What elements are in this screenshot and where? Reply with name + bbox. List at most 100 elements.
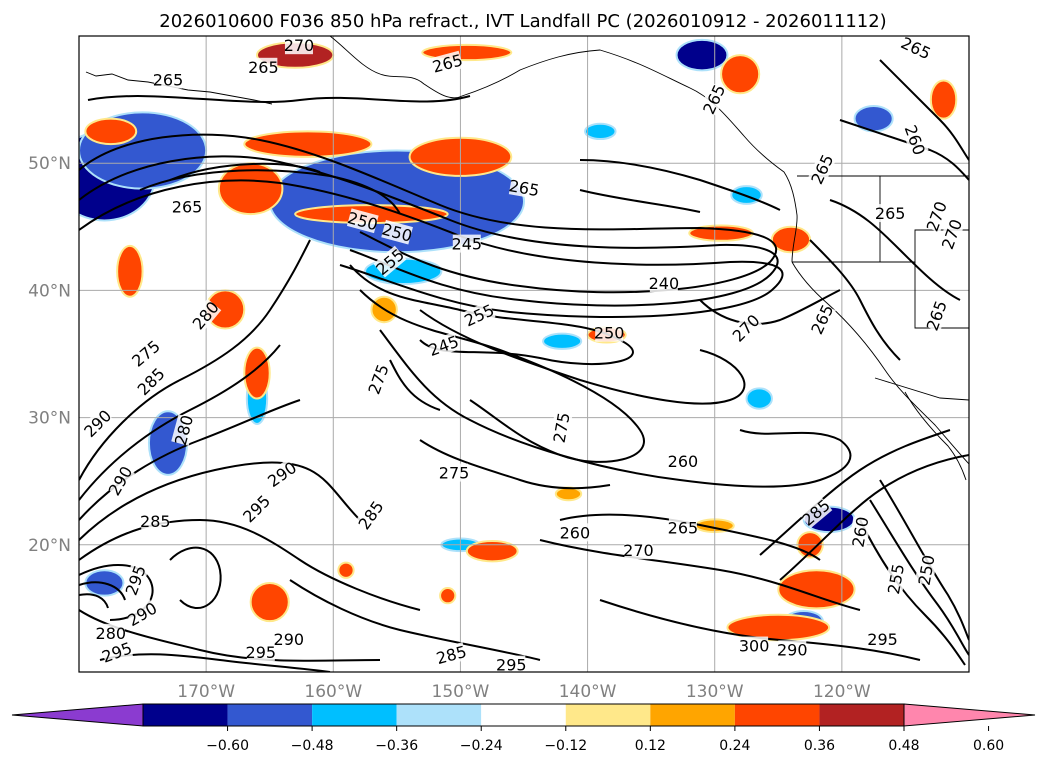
- contour-label-gap: [435, 642, 468, 667]
- colorbar-extend-high: [903, 703, 1036, 727]
- contour-label-gap: [624, 541, 653, 560]
- contour-label-text: 265: [172, 198, 203, 217]
- y-tick-label: 50°N: [28, 154, 71, 174]
- border-mexico: [874, 377, 969, 401]
- contour-line: [879, 59, 969, 161]
- ivt-anomaly-patch: [554, 486, 583, 502]
- contour-line: [289, 579, 541, 661]
- contour-label-gap: [452, 234, 481, 253]
- contour-label-gap: [355, 498, 387, 532]
- colorbar: −0.60 −0.48 −0.36 −0.24 −0.12 0.12 0.24 0.36 0.4…: [11, 703, 1036, 754]
- ivt-anomaly-patch: [84, 117, 138, 146]
- contour-label-gap: [364, 362, 392, 396]
- contour-label-gap: [899, 36, 933, 62]
- contour-line: [539, 539, 861, 611]
- contour-label-text: 290: [274, 630, 305, 649]
- colorbar-segment: [734, 704, 820, 726]
- contour-label-gap: [100, 638, 134, 666]
- x-tick-label: 130°W: [686, 682, 744, 702]
- contour-label-gap: [440, 463, 469, 482]
- contour-line: [79, 461, 361, 541]
- contour-line: [869, 499, 969, 656]
- contour-label: 285: [140, 511, 171, 531]
- contour-label: 265: [153, 70, 183, 90]
- contour-label-gap: [649, 274, 678, 293]
- colorbar-segment: [481, 704, 566, 726]
- y-tick-label: 20°N: [28, 536, 71, 556]
- border-states-2: [792, 261, 969, 329]
- contour-label-text: 270: [284, 36, 315, 55]
- colorbar-tick-label: 0.36: [804, 738, 835, 754]
- contour-label-gap: [265, 458, 299, 490]
- contour-label: 260: [560, 523, 590, 542]
- colorbar-tick-label: 0.60: [973, 738, 1004, 754]
- graticule: [79, 36, 969, 672]
- x-tick-label: 170°W: [177, 682, 235, 702]
- x-tick-label: 120°W: [813, 682, 871, 702]
- contour-label-gap: [373, 245, 407, 278]
- contour-line: [79, 155, 779, 307]
- contour-label-gap: [560, 523, 589, 542]
- contour-line: [809, 239, 901, 361]
- contour-label: 265: [923, 298, 951, 333]
- contour-label-gap: [876, 204, 905, 223]
- contour-line: [839, 119, 969, 181]
- colorbar-segment: [227, 704, 313, 726]
- colorbar-tick-label: 0.24: [719, 738, 750, 754]
- contour-line: [79, 133, 777, 294]
- colorbar-tick-label: −0.24: [460, 738, 503, 754]
- colorbar-extend-low: [11, 703, 144, 727]
- contour-label-text: 270: [623, 541, 654, 560]
- x-tick-label: 160°W: [304, 682, 362, 702]
- contour-label-gap: [923, 200, 950, 233]
- ivt-anomaly-patch: [116, 244, 144, 298]
- ivt-anomaly-patch: [584, 122, 617, 141]
- contour-line: [169, 162, 321, 181]
- contour-label-text: 295: [246, 643, 277, 662]
- contour-label-gap: [699, 82, 728, 116]
- contour-label-gap: [129, 337, 163, 370]
- colorbar-tick-label: −0.48: [291, 738, 334, 754]
- contour-label-text: 290: [777, 640, 808, 659]
- contour-label-text: 280: [96, 624, 127, 643]
- contour-label: 265: [875, 204, 906, 223]
- colorbar-segment: [312, 704, 397, 726]
- colorbar-segment: [819, 704, 904, 726]
- y-tick-label: 30°N: [28, 409, 71, 429]
- contour-label-gap: [799, 496, 833, 529]
- contour-label: 290: [274, 630, 305, 649]
- contour-label-text: 245: [452, 235, 483, 254]
- contour-label-gap: [497, 655, 526, 672]
- x-axis-ticks: 170°W 160°W 150°W 140°W 130°W 120°W: [177, 682, 871, 702]
- contour-label-gap: [246, 642, 275, 661]
- contour-label: 275: [439, 463, 470, 483]
- contour-label-gap: [134, 365, 168, 398]
- contour-line: [579, 159, 781, 213]
- refractivity-contours: [79, 59, 969, 672]
- contour-label: 250: [594, 323, 624, 343]
- ivt-anomaly-patch: [542, 332, 583, 350]
- ivt-anomaly-patch: [243, 346, 271, 400]
- contour-label-text: 295: [867, 630, 898, 649]
- contour-label-gap: [105, 464, 135, 498]
- contour-label: 290: [777, 640, 808, 659]
- contour-label-gap: [807, 152, 836, 186]
- coastline-alaska: [329, 36, 798, 263]
- contour-label-text: 275: [439, 464, 470, 483]
- ivt-anomaly-patch: [439, 587, 457, 605]
- ivt-anomaly-patch: [249, 581, 290, 623]
- contour-line: [829, 199, 961, 301]
- ivt-anomaly-patch: [720, 54, 761, 95]
- contour-line: [79, 518, 421, 611]
- x-tick-label: 140°W: [559, 682, 617, 702]
- ivt-anomaly-patch: [777, 569, 856, 610]
- contour-label-gap: [154, 70, 182, 89]
- contour-label-gap: [171, 414, 196, 446]
- contour-line: [699, 289, 841, 325]
- contour-label: 265: [668, 518, 698, 537]
- contour-label: 300: [739, 636, 769, 656]
- contour-label-text: 265: [875, 204, 906, 223]
- ivt-anomaly-patch: [929, 79, 958, 120]
- contour-label-gap: [274, 630, 303, 649]
